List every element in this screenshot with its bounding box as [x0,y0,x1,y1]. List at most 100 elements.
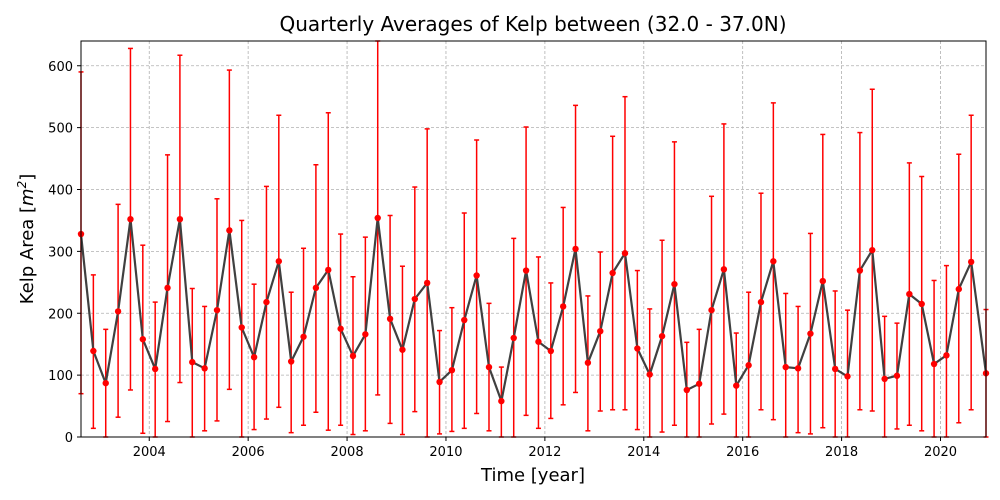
x-tick-label-2: 2008 [331,445,364,460]
y-axis-label-exponent: 2 [15,181,29,189]
data-point-36 [522,267,530,274]
data-point-14 [250,353,258,361]
data-point-39 [559,303,567,310]
data-point-69 [930,360,938,368]
data-point-58 [794,365,802,372]
data-point-37 [535,338,542,345]
data-point-28 [423,279,431,287]
data-point-45 [634,345,641,352]
data-point-46 [646,371,653,378]
data-point-10 [201,365,208,372]
y-tick-label-0: 0 [65,431,73,446]
data-point-15 [263,298,270,306]
data-point-54 [745,362,752,369]
data-point-32 [473,272,480,279]
data-point-7 [164,284,171,292]
data-point-21 [337,325,344,332]
y-axis-label: Kelp Area [m2] [15,174,38,305]
data-point-49 [683,386,691,394]
data-point-52 [720,266,728,273]
data-point-57 [782,363,789,371]
y-tick-label-4: 400 [48,184,73,199]
data-points [77,214,990,405]
data-point-68 [918,300,925,308]
data-point-27 [411,295,419,303]
data-point-43 [609,269,616,277]
data-point-64 [869,246,876,254]
chart-title: Quarterly Averages of Kelp between (32.0… [280,12,787,36]
x-tick-label-3: 2010 [429,445,462,460]
x-tick-label-7: 2018 [825,445,858,460]
data-point-4 [127,216,134,223]
data-point-40 [572,245,579,253]
data-point-16 [275,258,283,265]
series-line-0 [79,216,988,403]
data-point-61 [831,365,839,373]
data-point-71 [955,285,963,293]
data-point-31 [461,316,468,324]
data-point-59 [807,330,814,337]
data-point-23 [362,331,369,338]
data-point-8 [176,216,184,223]
data-point-51 [708,306,715,314]
data-point-13 [238,324,245,331]
data-point-30 [448,366,456,374]
x-axis-ticks: 2004 2006 2008 2010 2012 2014 2016 2018 2020 [133,437,957,460]
data-point-50 [695,380,703,387]
data-point-18 [300,333,307,340]
data-point-11 [213,306,221,314]
y-axis-ticks: 0 100 200 300 400 500 600 [48,60,81,446]
data-point-26 [399,346,406,353]
data-point-33 [485,363,493,371]
data-point-25 [386,315,394,323]
data-point-48 [671,280,678,288]
data-point-1 [90,347,97,355]
x-tick-label-0: 2004 [133,445,166,460]
x-axis-label: Time [year] [480,465,585,486]
data-point-41 [584,359,592,366]
plot-frame [80,40,987,438]
y-tick-label-1: 100 [48,369,73,384]
y-tick-label-3: 300 [48,245,73,260]
data-point-17 [287,358,295,365]
data-point-2 [102,379,109,387]
data-point-6 [151,365,159,373]
data-point-5 [139,336,147,343]
y-tick-label-5: 500 [48,122,73,137]
data-point-70 [943,352,950,359]
data-point-67 [906,290,913,298]
series-line-layer [79,216,988,403]
y-tick-label-2: 200 [48,307,73,322]
x-tick-label-6: 2016 [726,445,759,460]
data-point-66 [893,372,901,379]
data-point-3 [114,308,122,315]
x-tick-label-4: 2012 [528,445,561,460]
data-point-53 [733,382,740,389]
data-point-63 [856,267,864,274]
data-point-24 [374,214,381,222]
data-point-19 [312,284,320,292]
data-point-62 [844,373,851,380]
x-tick-label-5: 2014 [627,445,660,460]
y-axis-label-close: ] [17,174,38,181]
data-point-9 [189,358,196,366]
data-point-56 [770,258,777,265]
x-tick-label-1: 2006 [232,445,265,460]
data-point-35 [510,334,517,342]
x-tick-label-8: 2020 [924,445,957,460]
data-point-47 [658,332,666,340]
data-point-12 [226,227,233,234]
data-point-65 [881,375,888,383]
data-point-29 [436,378,443,386]
data-point-38 [547,347,555,355]
y-axis-label-main: Kelp Area [ [17,206,38,304]
data-point-44 [621,250,629,257]
data-point-72 [967,258,975,266]
data-point-55 [757,298,765,306]
y-axis-label-unit: m [17,188,38,206]
data-point-34 [498,397,505,405]
data-point-42 [597,327,604,335]
data-point-20 [325,266,332,274]
y-tick-label-6: 600 [48,60,73,75]
